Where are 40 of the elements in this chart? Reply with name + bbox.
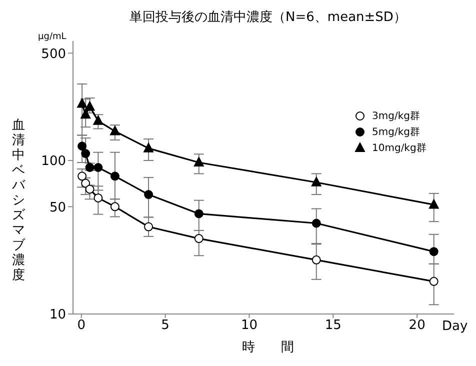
x-axis-title: 時 間 [241, 339, 295, 356]
point [311, 176, 322, 186]
point [428, 199, 439, 209]
x-tick-label: 15 [324, 318, 342, 334]
y-tick-label: 100 [41, 154, 66, 170]
point [194, 234, 204, 244]
point [194, 209, 204, 218]
text: Day [442, 319, 468, 334]
point [94, 162, 103, 172]
point [78, 142, 87, 151]
y-tick-label: 50 [49, 200, 66, 216]
x-tick-label: 10 [240, 318, 258, 334]
point [312, 218, 321, 228]
point [78, 172, 87, 181]
point [429, 247, 438, 256]
text: 血清中ベバシズマブ濃度 [12, 118, 25, 283]
x-tick-label: 20 [408, 318, 426, 334]
point [110, 172, 120, 181]
chart-title: 単回投与後の血清中濃度（N=6、mean±SD） [128, 9, 408, 26]
legend-label: 3mg/kg群 [372, 110, 420, 123]
legend-label: 10mg/kg群 [372, 142, 426, 155]
x-tick-label: 5 [161, 318, 170, 334]
point [94, 193, 103, 202]
point [429, 276, 438, 286]
point [80, 109, 91, 119]
point [144, 222, 154, 232]
point [312, 255, 321, 264]
legend-label: 5mg/kg群 [372, 126, 420, 139]
point [81, 149, 90, 158]
y-tick-label: 500 [41, 46, 66, 62]
text: μg/mL [38, 32, 66, 42]
x-tick-label: 0 [77, 318, 86, 334]
point [144, 190, 154, 200]
point [110, 202, 120, 212]
point [77, 98, 88, 108]
point [110, 126, 120, 136]
point [194, 157, 204, 166]
point [84, 101, 95, 111]
y-tick-label: 10 [49, 308, 66, 323]
point [144, 142, 154, 152]
